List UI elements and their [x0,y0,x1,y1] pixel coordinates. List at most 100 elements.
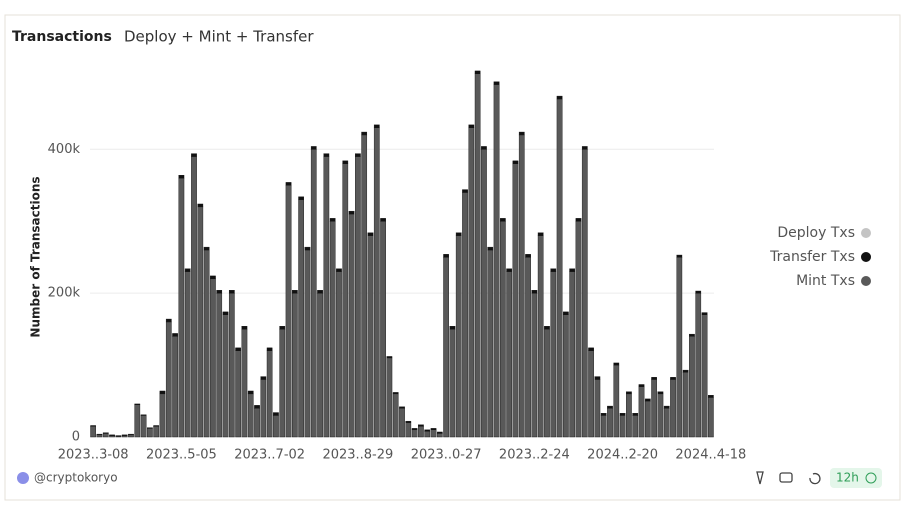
bar-segment [380,218,386,222]
bar-segment [701,312,708,315]
bar-segment [670,379,676,438]
bar-segment [165,321,172,438]
bar-segment [310,149,317,438]
bar-segment [336,271,342,438]
legend-label: Deploy Txs [777,225,855,241]
bar-segment [367,235,374,438]
y-tick-label: 400k [48,142,81,157]
bar-segment [544,328,550,438]
bar-segment [594,376,601,380]
bar-segment [298,196,304,200]
bar-segment [285,182,292,186]
bar-segment [569,271,576,438]
bar-segment [373,127,380,438]
x-tick-label: 2023..7-02 [234,448,305,463]
bar-segment [140,414,147,416]
bar-segment [304,249,311,438]
bar-segment [342,163,349,438]
bar-segment [216,292,223,438]
bar-segment [481,149,487,438]
bar-segment [159,390,166,395]
bar-segment [241,328,248,438]
bar-segment [518,131,525,136]
bar-segment [260,376,267,380]
bar-segment [165,318,172,323]
bar-segment [462,192,468,438]
author[interactable]: @cryptokoryo [34,471,118,485]
bar-segment [386,356,393,359]
x-tick-label: 2023..3-08 [58,448,129,463]
bar-segment [285,185,292,438]
bar-segment [506,268,512,272]
bar-segment [455,235,462,438]
bar-segment [172,333,178,337]
bar-segment [411,428,418,431]
bar-segment [310,146,317,150]
bar-segment [323,153,330,157]
bar-segment [443,256,449,438]
bar-segment [228,290,235,294]
bar-segment [689,336,695,438]
bar-segment [644,398,651,402]
bar-segment [235,350,241,438]
bar-segment [260,379,267,438]
bar-segment [399,408,405,438]
x-tick-label: 2023..8-29 [322,448,393,463]
bar-segment [292,290,298,294]
bar-segment [140,415,147,438]
bar-segment [203,246,210,251]
bar-segment [594,379,601,438]
bar-segment [273,415,279,438]
bar-segment [304,246,311,251]
bar-segment [436,433,443,438]
bar-segment [613,364,620,438]
bar-segment [197,203,204,208]
bar-segment [563,311,569,315]
bar-segment [689,333,695,337]
bar-segment [121,434,128,436]
bar-segment [556,95,563,100]
bar-segment [626,393,632,438]
bar-segment [487,249,494,438]
check-icon [865,472,877,484]
camera-icon[interactable] [779,472,793,483]
bar-segment [556,98,563,438]
bar-segment [619,415,626,438]
bar-segment [222,311,229,315]
bar-segment [90,425,96,427]
chart-subtitle: Deploy + Mint + Transfer [124,28,314,46]
bar-segment [367,232,374,236]
bar-segment [449,328,456,438]
bar-segment [197,206,204,438]
bar-segment [563,314,569,438]
bar-segment [411,429,418,438]
bar-segment [348,210,355,215]
bar-segment [418,426,424,438]
bar-segment [493,81,500,85]
y-tick-label: 200k [48,286,81,301]
y-axis-label: Number of Transactions [29,176,43,337]
fork-icon[interactable] [756,471,764,485]
bar-segment [424,429,431,432]
legend-label: Transfer Txs [769,249,855,265]
bar-segment [109,435,115,438]
legend-swatch [861,252,871,262]
bar-segment [115,435,122,437]
bar-segment [569,268,576,272]
bar-segment [430,428,437,431]
y-tick-label: 0 [72,430,80,445]
bar-segment [153,425,160,427]
bar-segment [701,314,708,438]
bar-segment [506,271,512,438]
bar-segment [644,400,651,438]
bar-segment [632,413,639,416]
bar-segment [619,413,626,416]
refresh-icon[interactable] [809,472,821,485]
bar-segment [518,134,525,438]
bar-segment [607,405,613,409]
bar-segment [462,189,468,193]
bar-segment [191,156,197,438]
bar-segment [392,393,399,438]
bar-segment [481,146,487,150]
